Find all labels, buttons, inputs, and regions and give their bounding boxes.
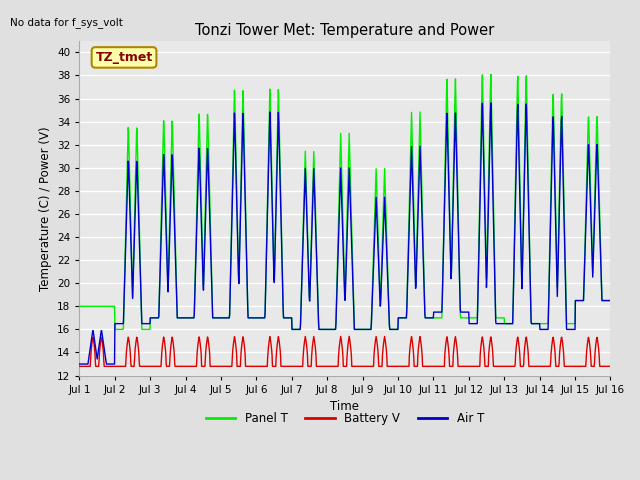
Y-axis label: Temperature (C) / Power (V): Temperature (C) / Power (V) (38, 126, 52, 290)
Legend: Panel T, Battery V, Air T: Panel T, Battery V, Air T (201, 408, 489, 430)
Title: Tonzi Tower Met: Temperature and Power: Tonzi Tower Met: Temperature and Power (195, 24, 495, 38)
Text: TZ_tmet: TZ_tmet (95, 51, 153, 64)
X-axis label: Time: Time (330, 400, 360, 413)
Text: No data for f_sys_volt: No data for f_sys_volt (10, 17, 124, 28)
